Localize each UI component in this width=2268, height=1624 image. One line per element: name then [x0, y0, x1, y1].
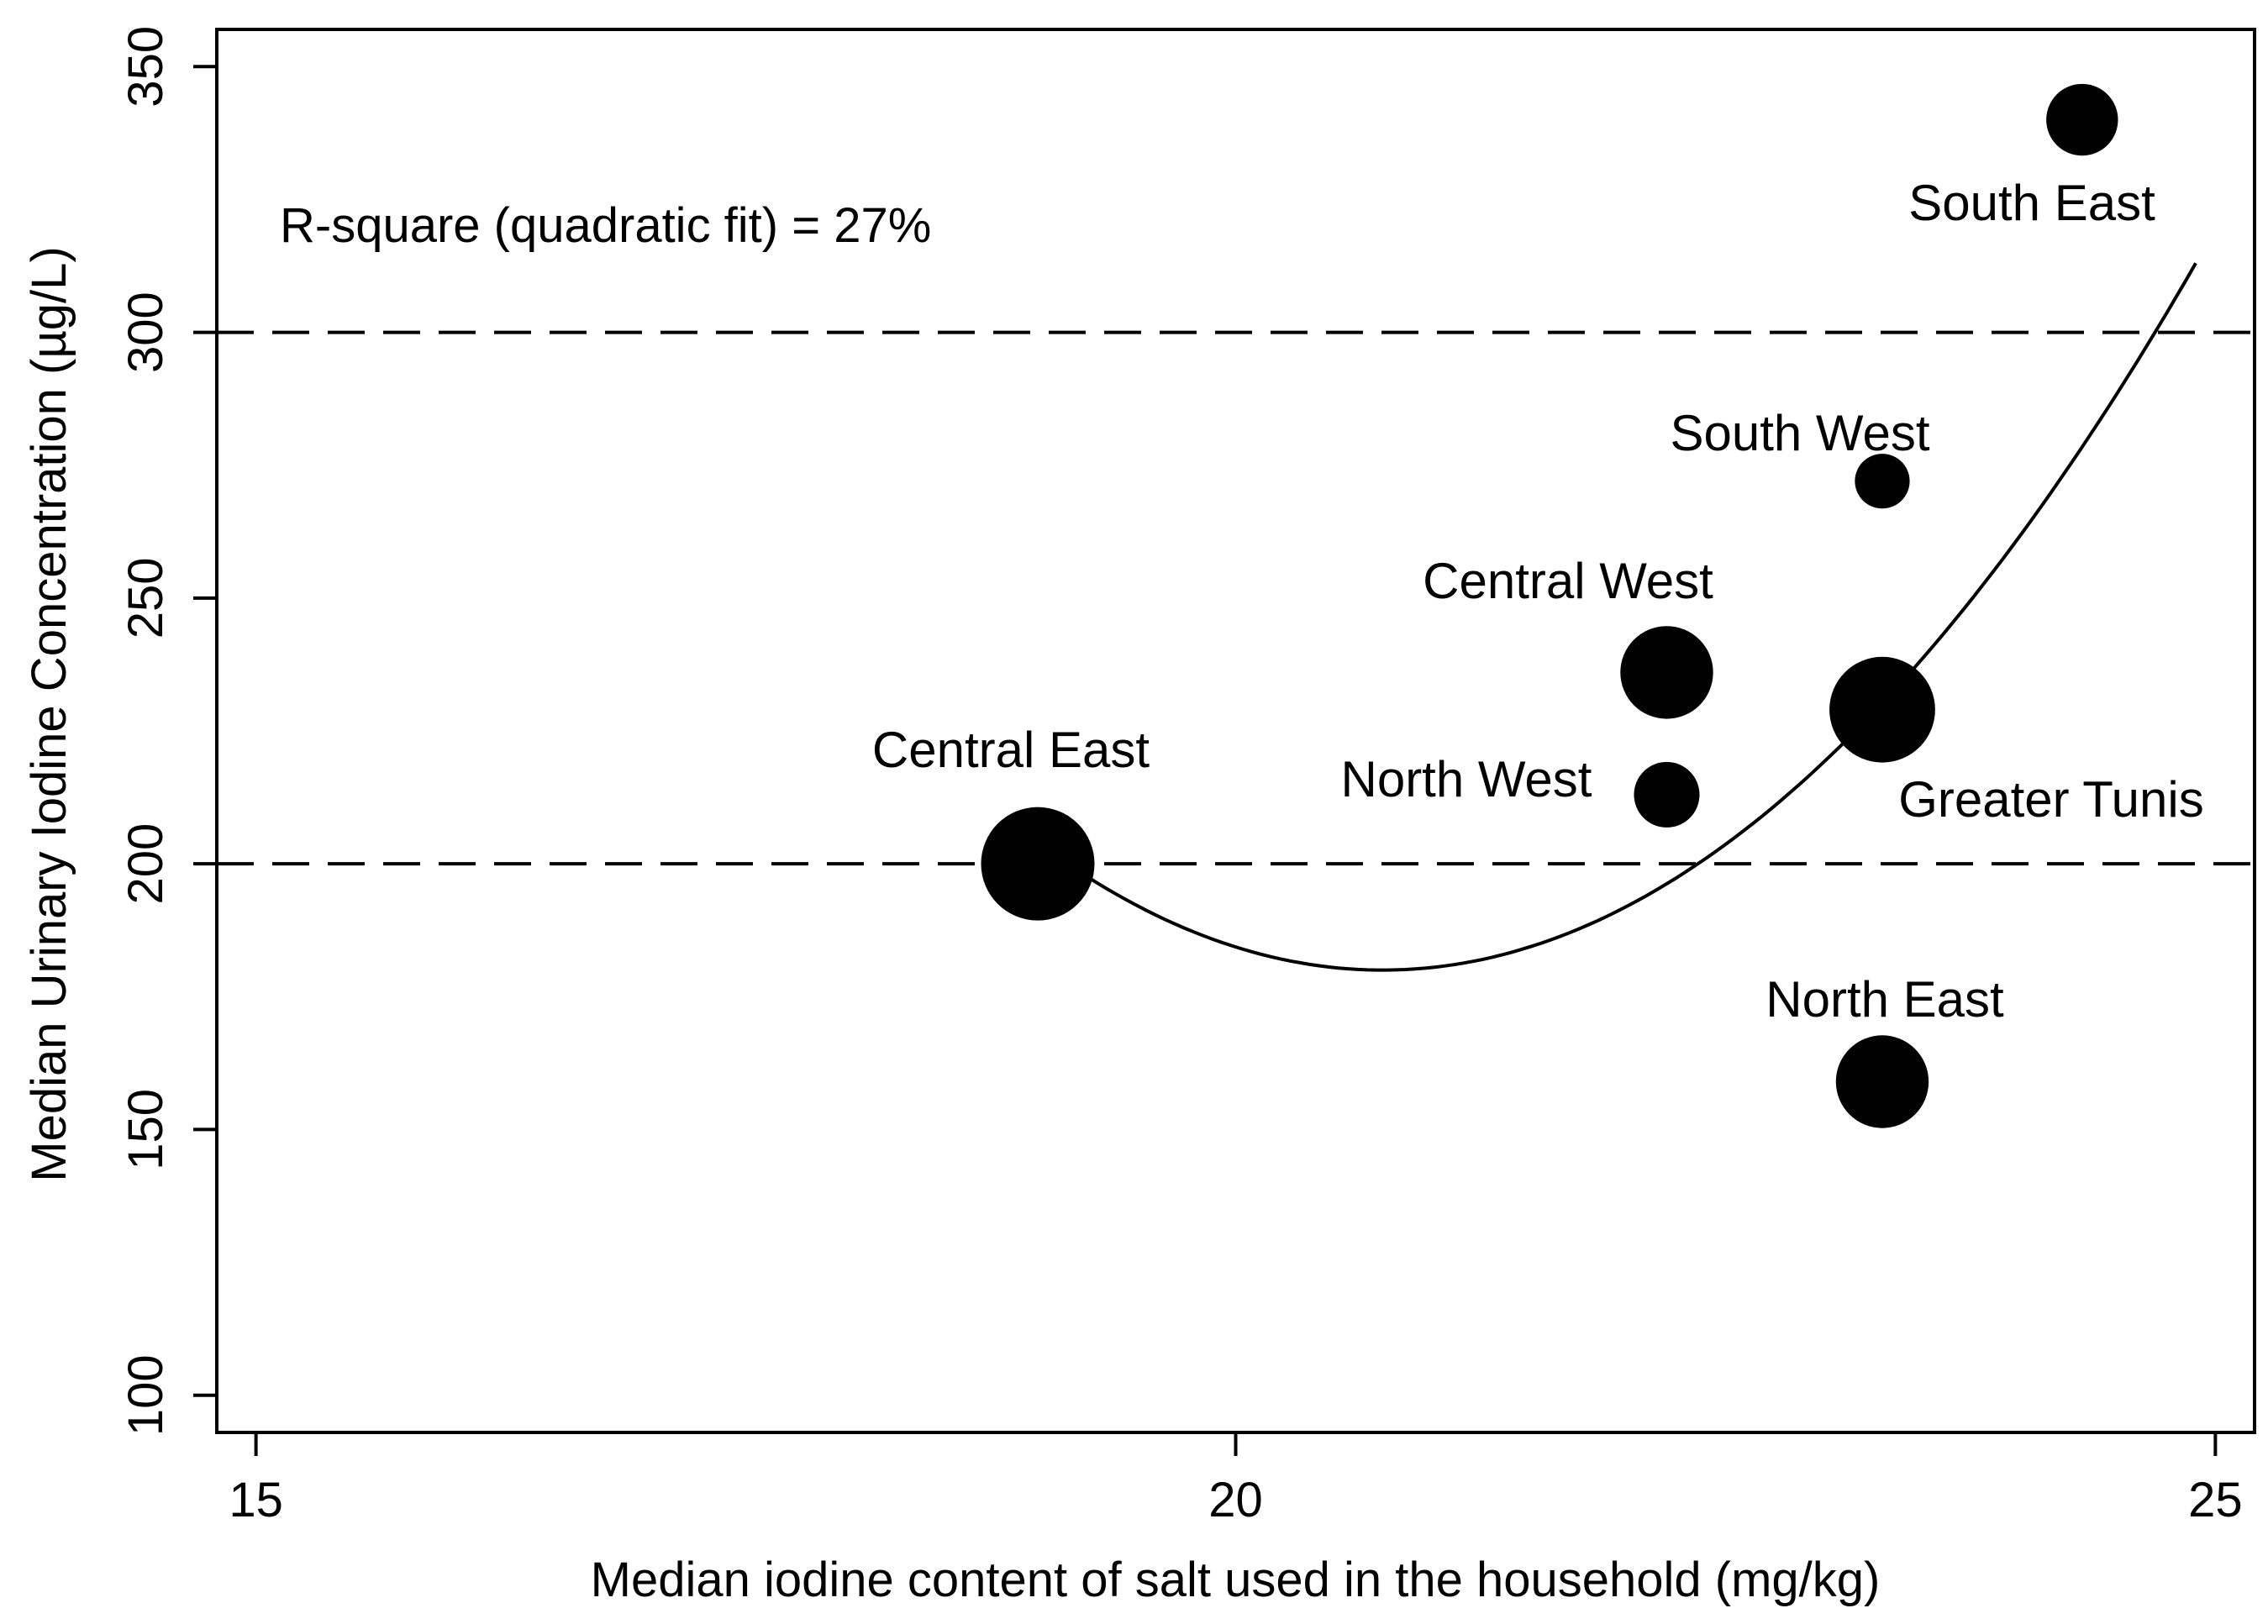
x-tick-label-25: 25	[2188, 1473, 2243, 1527]
point-central-west	[1620, 626, 1713, 719]
x-axis-title: Median iodine content of salt used in th…	[591, 1553, 1881, 1607]
point-labels-layer: Central East North West Central West Greate…	[872, 175, 2204, 1027]
label-north-east: North East	[1765, 971, 2004, 1027]
x-tick-label-15: 15	[229, 1473, 283, 1527]
point-central-east	[981, 807, 1095, 921]
x-tick-label-20: 20	[1208, 1473, 1263, 1527]
x-axis: 15 20 25	[229, 1432, 2243, 1527]
y-tick-label-200: 200	[118, 823, 173, 905]
points-layer	[981, 83, 2118, 1128]
label-north-west: North West	[1341, 751, 1592, 807]
point-south-west	[1855, 454, 1910, 509]
y-tick-label-300: 300	[118, 292, 173, 373]
point-south-east	[2046, 83, 2118, 156]
label-south-west: South West	[1670, 405, 1929, 461]
y-axis-title: Median Urinary Iodine Concentration (µg/…	[22, 246, 76, 1181]
label-greater-tunis: Greater Tunis	[1898, 771, 2204, 828]
fit-curve-layer	[1039, 262, 2197, 972]
y-tick-label-250: 250	[118, 558, 173, 639]
label-south-east: South East	[1908, 175, 2155, 231]
point-greater-tunis	[1829, 656, 1935, 763]
label-central-west: Central West	[1423, 553, 1713, 609]
reference-lines	[217, 330, 2255, 866]
label-central-east: Central East	[872, 722, 1150, 778]
point-north-east	[1835, 1035, 1929, 1128]
y-axis: 100 150 200 250 300 350	[118, 26, 217, 1436]
y-tick-label-150: 150	[118, 1089, 173, 1170]
r-square-annotation: R-square (quadratic fit) = 27%	[280, 198, 931, 253]
point-north-west	[1634, 761, 1700, 828]
y-tick-label-350: 350	[118, 26, 173, 108]
quadratic-fit-curve	[1039, 262, 2197, 972]
y-tick-label-100: 100	[118, 1354, 173, 1436]
